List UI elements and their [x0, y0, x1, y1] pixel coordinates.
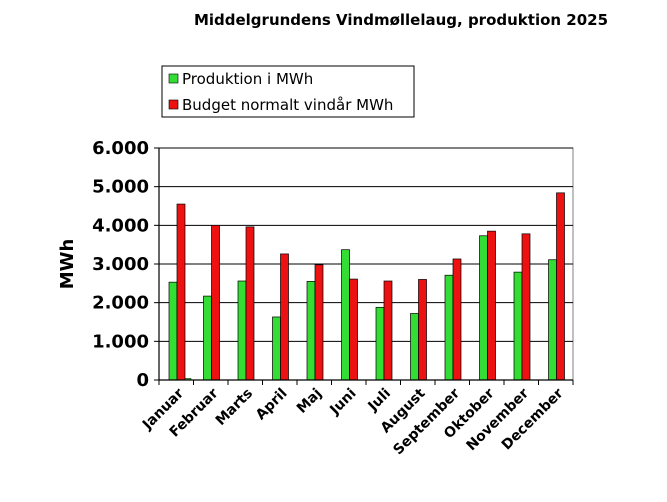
x-tick-label: April [253, 386, 291, 424]
legend-label-production: Produktion i MWh [182, 70, 313, 88]
bar-budget-januar [176, 203, 186, 381]
bar-budget-august [418, 279, 427, 381]
legend-label-budget: Budget normalt vindår MWh [182, 96, 393, 114]
x-tick-label: Maj [294, 386, 325, 417]
bar-production-september [444, 274, 454, 381]
bar-production-november [513, 271, 523, 381]
legend-box [161, 65, 415, 118]
y-tick-label: 6.000 [92, 138, 149, 159]
bar-budget-juni [349, 278, 358, 381]
bar-production-april [272, 316, 281, 381]
bar-production-oktober [479, 235, 488, 381]
bar-production-december [548, 259, 557, 381]
bar-production-marts [237, 280, 247, 381]
y-tick-label: 3.000 [92, 254, 149, 275]
y-tick-label: 5.000 [92, 177, 149, 198]
bar-budget-december [556, 192, 565, 381]
legend-swatch-production [168, 73, 179, 84]
bar-production-januar [168, 281, 178, 381]
bar-budget-november [521, 233, 531, 381]
plot-area: 01.0002.0003.0004.0005.0006.000JanuarFeb… [92, 138, 574, 458]
y-axis-label: MWh [57, 239, 78, 290]
chart-title: Middelgrundens Vindmøllelaug, produktion… [194, 11, 608, 29]
x-tick-label: Juni [326, 386, 359, 419]
y-tick-label: 1.000 [92, 331, 149, 352]
bar-production-februar [203, 295, 212, 381]
x-tick-label: Juli [365, 386, 395, 416]
bar-budget-marts [245, 226, 255, 381]
bar-budget-september [452, 258, 462, 381]
y-tick-label: 0 [136, 370, 149, 391]
bar-production-juli [375, 306, 385, 381]
bar-budget-oktober [487, 230, 496, 381]
bar-budget-april [280, 253, 289, 381]
x-tick-label: Marts [213, 386, 256, 429]
y-tick-label: 2.000 [92, 293, 149, 314]
bar-production-august [410, 313, 419, 381]
y-tick-label: 4.000 [92, 215, 149, 236]
bar-budget-maj [314, 264, 324, 381]
legend: Produktion i MWh Budget normalt vindår M… [161, 65, 415, 118]
bar-budget-juli [383, 280, 393, 381]
legend-swatch-budget [168, 99, 179, 110]
bar-budget-februar [211, 224, 220, 381]
bar-production-maj [306, 281, 316, 381]
bar-production-juni [341, 249, 350, 381]
